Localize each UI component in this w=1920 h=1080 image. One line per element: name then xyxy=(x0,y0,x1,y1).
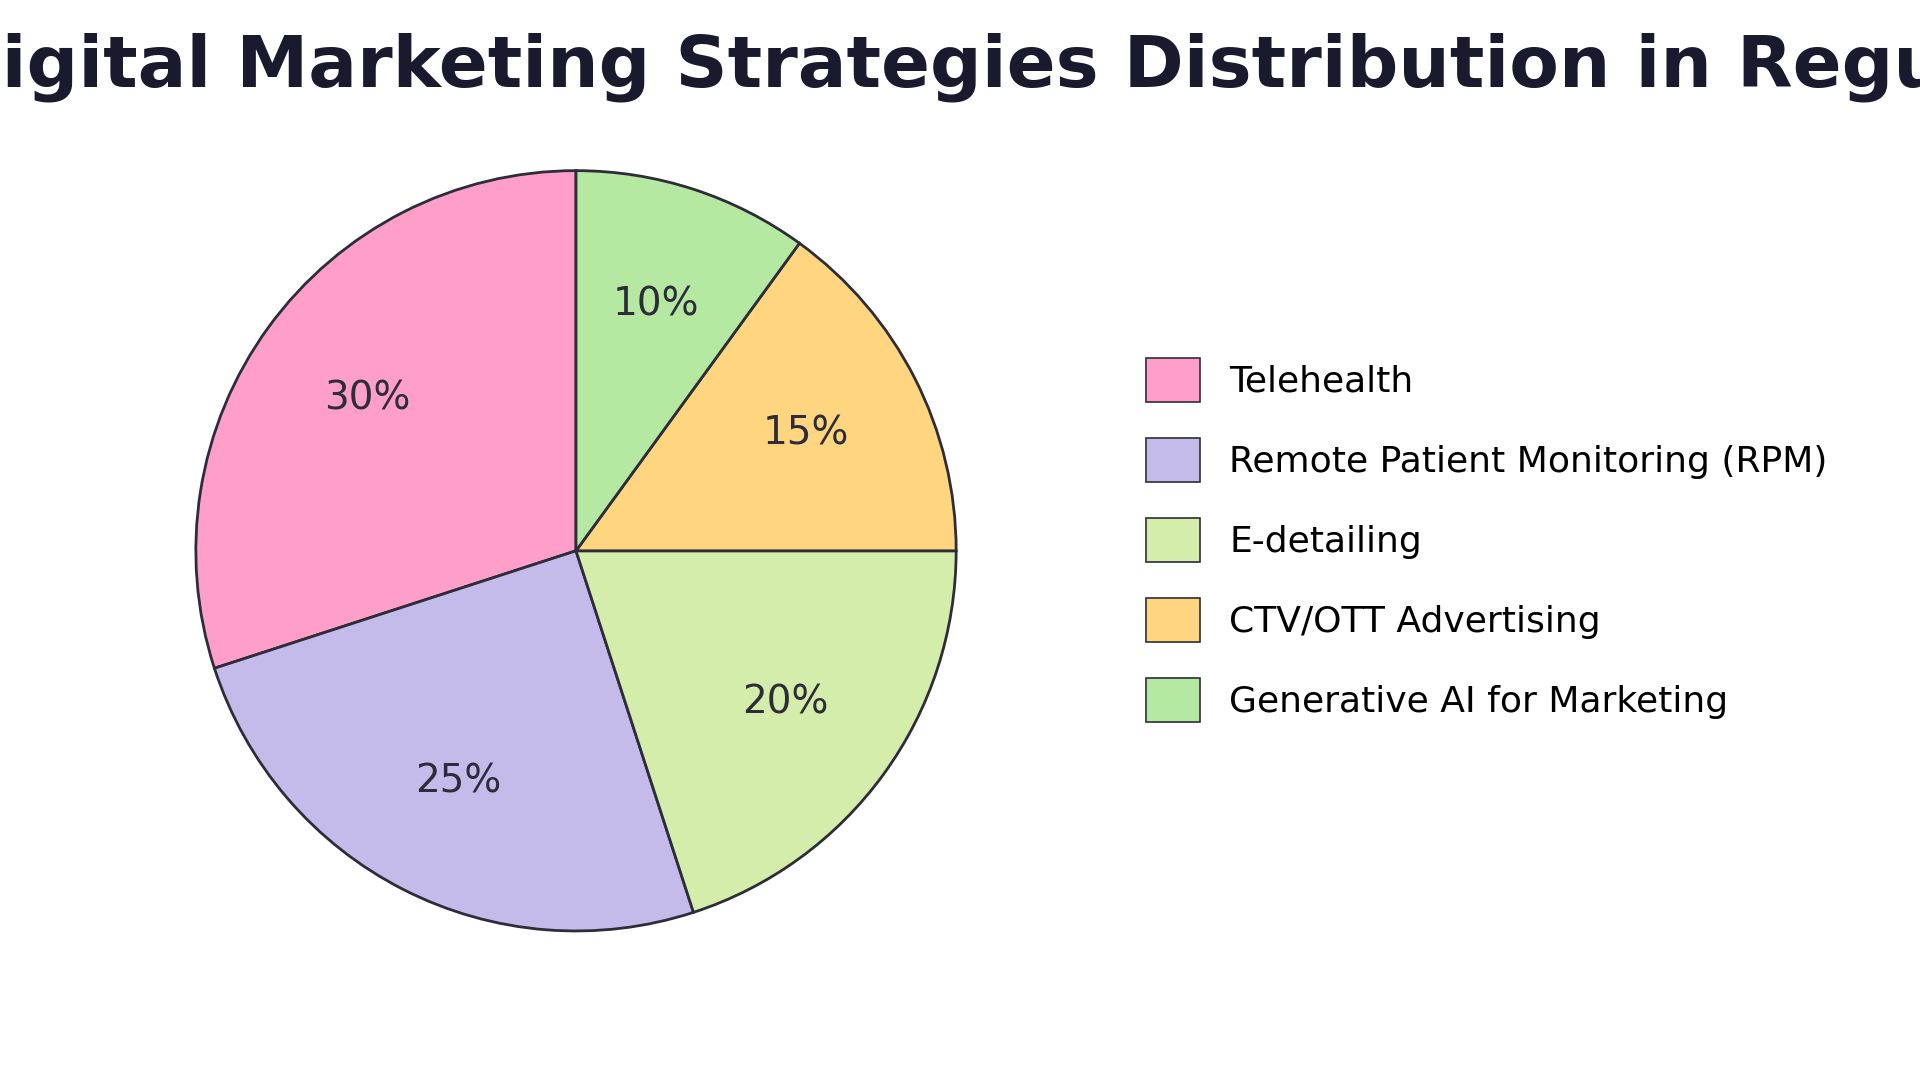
Wedge shape xyxy=(196,171,576,669)
Text: 20%: 20% xyxy=(741,684,828,721)
Text: 30%: 30% xyxy=(324,380,411,418)
Text: 10%: 10% xyxy=(612,286,699,324)
Wedge shape xyxy=(576,171,799,551)
Text: 15%: 15% xyxy=(762,415,849,453)
Text: 25%: 25% xyxy=(415,762,501,800)
Wedge shape xyxy=(215,551,693,931)
Text: "Digital Marketing Strategies Distribution in Regulated Industries": "Digital Marketing Strategies Distributi… xyxy=(0,32,1920,102)
Legend: Telehealth, Remote Patient Monitoring (RPM), E-detailing, CTV/OTT Advertising, G: Telehealth, Remote Patient Monitoring (R… xyxy=(1131,343,1841,737)
Wedge shape xyxy=(576,243,956,551)
Wedge shape xyxy=(576,551,956,913)
